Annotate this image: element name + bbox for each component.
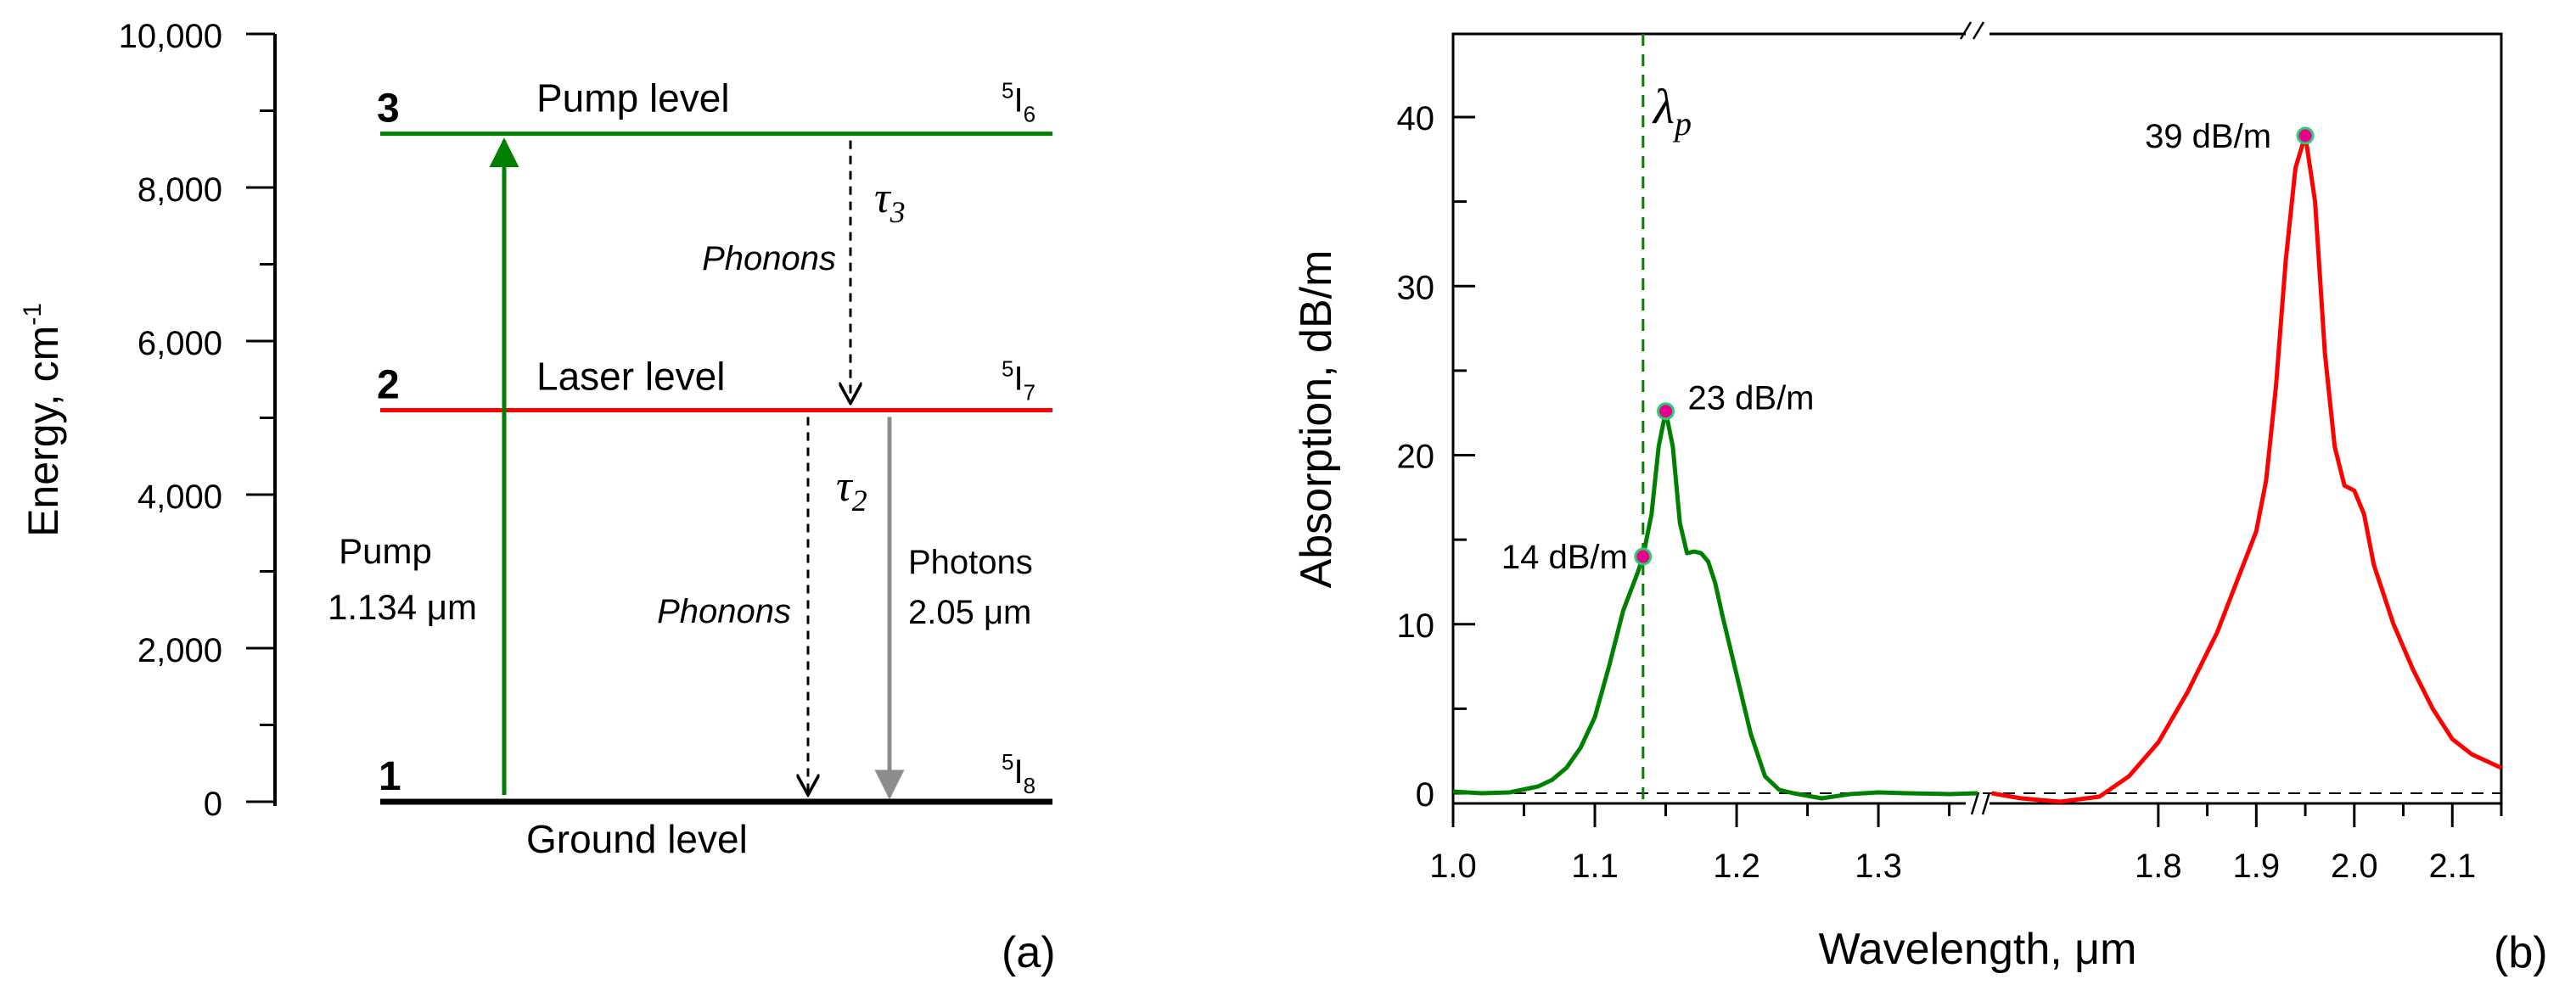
- photons-wavelength: 2.05 μm: [908, 594, 1031, 631]
- absorption-tick-label: 30: [1397, 269, 1435, 306]
- pump-label: Pump: [339, 531, 432, 571]
- pump-level-label: Pump level: [536, 76, 730, 120]
- peak-markers: 14 dB/m 23 dB/m 39 dB/m: [1501, 118, 2315, 576]
- axis-break-bottom-gap: [1966, 795, 1990, 812]
- wavelength-axis-ticks: 1.0 1.1 1.2 1.3 1.8 1.9 2.0 2.1: [1429, 803, 2503, 885]
- lambda-p-label: λp: [1652, 79, 1692, 143]
- photons-label: Photons: [908, 544, 1033, 581]
- tau3-label: τ3: [874, 174, 906, 229]
- left-tick-label: 1.3: [1855, 848, 1902, 885]
- phonons-label-upper: Phonons: [702, 240, 836, 277]
- plot-frame: [1451, 32, 2503, 805]
- wavelength-axis-title: Wavelength, μm: [1819, 925, 2137, 974]
- peak-marker: [2296, 126, 2315, 145]
- phonons-label-lower: Phonons: [657, 593, 791, 630]
- right-tick-label: 1.8: [2135, 848, 2182, 885]
- peak-annotation: 39 dB/m: [2145, 118, 2271, 155]
- panel-a-label: (a): [1002, 928, 1056, 977]
- absorption-curve-green: [1452, 409, 1978, 801]
- left-tick-label: 1.0: [1429, 848, 1477, 885]
- laser-level-term: 5I7: [1002, 355, 1035, 405]
- axis-break-top-mark-1: [1959, 21, 1973, 40]
- absorption-tick-label: 10: [1397, 607, 1435, 645]
- laser-level-number: 2: [377, 362, 400, 407]
- axis-break-bottom-mark-2: [1981, 792, 1991, 815]
- laser-level-label: Laser level: [536, 354, 725, 398]
- peak-annotation: 14 dB/m: [1501, 539, 1628, 576]
- energy-tick-label: 6,000: [137, 325, 222, 362]
- energy-tick-label: 2,000: [137, 632, 222, 669]
- energy-level-panel: 0 2,000 4,000 6,000 8,000 10,000 Energy, cm-1…: [19, 18, 1056, 977]
- axis-break-bottom-mark-1: [1970, 792, 1980, 815]
- energy-tick-label: 10,000: [119, 18, 222, 55]
- tau2-label: τ2: [836, 462, 867, 518]
- peak-marker: [1657, 402, 1675, 421]
- absorption-axis-ticks: 0 10 20 30 40: [1397, 100, 1475, 814]
- absorption-panel: 0 10 20 30 40 1.0 1.1 1.2 1.3 1.8 1.9 2.0 2.1 λp 14…: [1292, 21, 2548, 977]
- energy-tick-label: 0: [204, 786, 222, 823]
- ground-level-number: 1: [379, 754, 401, 799]
- pump-level-number: 3: [377, 87, 400, 131]
- pump-wavelength: 1.134 μm: [328, 587, 477, 627]
- peak-annotation: 23 dB/m: [1688, 380, 1815, 417]
- right-tick-label: 2.1: [2428, 848, 2476, 885]
- energy-tick-label: 4,000: [137, 478, 222, 516]
- absorption-axis-title: Absorption, dB/m: [1292, 250, 1341, 589]
- axis-break-top-mark-2: [1972, 21, 1985, 40]
- peak-marker: [1634, 547, 1653, 566]
- left-tick-label: 1.2: [1713, 848, 1760, 885]
- ground-level-label: Ground level: [526, 817, 748, 861]
- right-tick-label: 1.9: [2233, 848, 2281, 885]
- absorption-tick-label: 0: [1416, 776, 1434, 814]
- panel-b-label: (b): [2494, 928, 2548, 977]
- right-tick-label: 2.0: [2331, 848, 2378, 885]
- energy-axis-title: Energy, cm-1: [19, 303, 67, 537]
- absorption-tick-label: 40: [1397, 100, 1435, 137]
- ground-level-term: 5I8: [1002, 749, 1035, 798]
- absorption-curve-red: [1991, 133, 2503, 804]
- pump-level-term: 5I6: [1002, 78, 1035, 127]
- left-tick-label: 1.1: [1571, 848, 1619, 885]
- absorption-tick-label: 20: [1397, 439, 1435, 476]
- energy-tick-label: 8,000: [137, 171, 222, 209]
- energy-axis-ticks: 0 2,000 4,000 6,000 8,000 10,000: [119, 18, 275, 823]
